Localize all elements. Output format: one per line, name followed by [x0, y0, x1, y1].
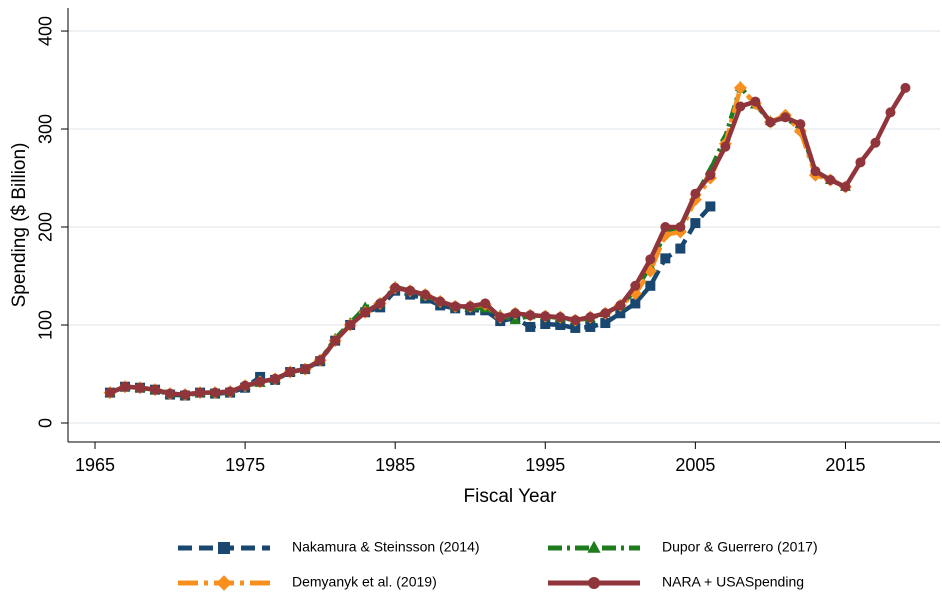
y-axis-title: Spending ($ Billion): [9, 143, 30, 308]
data-point: [240, 380, 251, 391]
data-point: [675, 243, 686, 254]
data-point: [690, 188, 701, 199]
data-point: [720, 141, 731, 152]
data-point: [360, 307, 371, 318]
x-tick-label: 1995: [525, 455, 565, 475]
data-point: [705, 170, 716, 181]
data-point: [255, 376, 266, 387]
legend-marker: [218, 542, 230, 554]
data-point: [540, 319, 551, 330]
data-point: [390, 282, 401, 293]
data-point: [555, 312, 566, 323]
data-point: [450, 301, 461, 312]
data-point: [465, 301, 476, 312]
y-tick-label: 0: [36, 418, 56, 428]
data-point: [495, 312, 506, 323]
x-tick-label: 1975: [225, 455, 265, 475]
data-point: [285, 367, 296, 378]
data-point: [150, 384, 161, 395]
data-point: [435, 296, 446, 307]
data-point: [630, 280, 641, 291]
data-point: [555, 319, 566, 330]
legend-marker: [588, 577, 600, 589]
legend-item: Dupor & Guerrero (2017): [548, 539, 818, 555]
data-point: [300, 364, 311, 375]
legend-marker: [216, 575, 232, 591]
data-point: [135, 382, 146, 393]
x-tick-label: 2015: [825, 455, 865, 475]
x-tick-label: 2005: [675, 455, 715, 475]
data-point: [630, 298, 641, 309]
data-point: [405, 285, 416, 296]
data-point: [480, 298, 491, 309]
data-point: [765, 117, 776, 128]
data-point: [885, 107, 896, 118]
legend-label: NARA + USASpending: [662, 574, 804, 590]
data-point: [705, 201, 716, 212]
data-point: [120, 381, 131, 392]
data-point: [225, 386, 236, 397]
data-point: [735, 101, 746, 112]
data-point: [645, 280, 656, 291]
data-point: [210, 387, 221, 398]
data-point: [615, 300, 626, 311]
x-axis-title: Fiscal Year: [464, 486, 558, 507]
data-point: [900, 82, 911, 93]
y-tick-label: 300: [36, 114, 56, 144]
legend-item: Demyanyk et al. (2019): [178, 574, 437, 591]
data-point: [105, 387, 116, 398]
data-point: [570, 315, 581, 326]
data-point: [825, 174, 836, 185]
data-point: [660, 253, 671, 264]
data-point: [195, 387, 206, 398]
data-point: [840, 181, 851, 192]
data-point: [615, 308, 626, 319]
data-point: [315, 355, 326, 366]
data-point: [525, 310, 536, 321]
data-point: [330, 335, 341, 346]
data-point: [270, 373, 281, 384]
data-point: [420, 289, 431, 300]
data-point: [345, 319, 356, 330]
legend-marker: [587, 540, 601, 553]
data-point: [690, 218, 701, 229]
legend-item: Nakamura & Steinsson (2014): [178, 539, 480, 555]
data-point: [645, 254, 656, 265]
data-point: [810, 166, 821, 177]
data-point: [870, 137, 881, 148]
data-point: [675, 222, 686, 233]
legend-item: NARA + USASpending: [548, 574, 804, 590]
data-point: [165, 388, 176, 399]
legend-label: Dupor & Guerrero (2017): [662, 539, 818, 555]
data-point: [585, 312, 596, 323]
data-point: [795, 119, 806, 130]
data-point: [525, 321, 536, 332]
y-tick-label: 100: [36, 310, 56, 340]
legend-label: Nakamura & Steinsson (2014): [292, 539, 480, 555]
data-point: [750, 96, 761, 107]
data-point: [855, 157, 866, 168]
y-tick-label: 400: [36, 16, 56, 46]
y-tick-label: 200: [36, 212, 56, 242]
data-point: [660, 222, 671, 233]
data-point: [733, 81, 747, 95]
x-tick-label: 1985: [375, 455, 415, 475]
data-point: [180, 389, 191, 400]
legend-label: Demyanyk et al. (2019): [292, 574, 437, 590]
data-point: [600, 318, 611, 329]
data-point: [375, 298, 386, 309]
data-point: [585, 321, 596, 332]
data-point: [510, 308, 521, 319]
data-point: [780, 112, 791, 123]
data-point: [600, 308, 611, 319]
data-point: [540, 311, 551, 322]
x-tick-label: 1965: [75, 455, 115, 475]
data-point: [570, 322, 581, 333]
